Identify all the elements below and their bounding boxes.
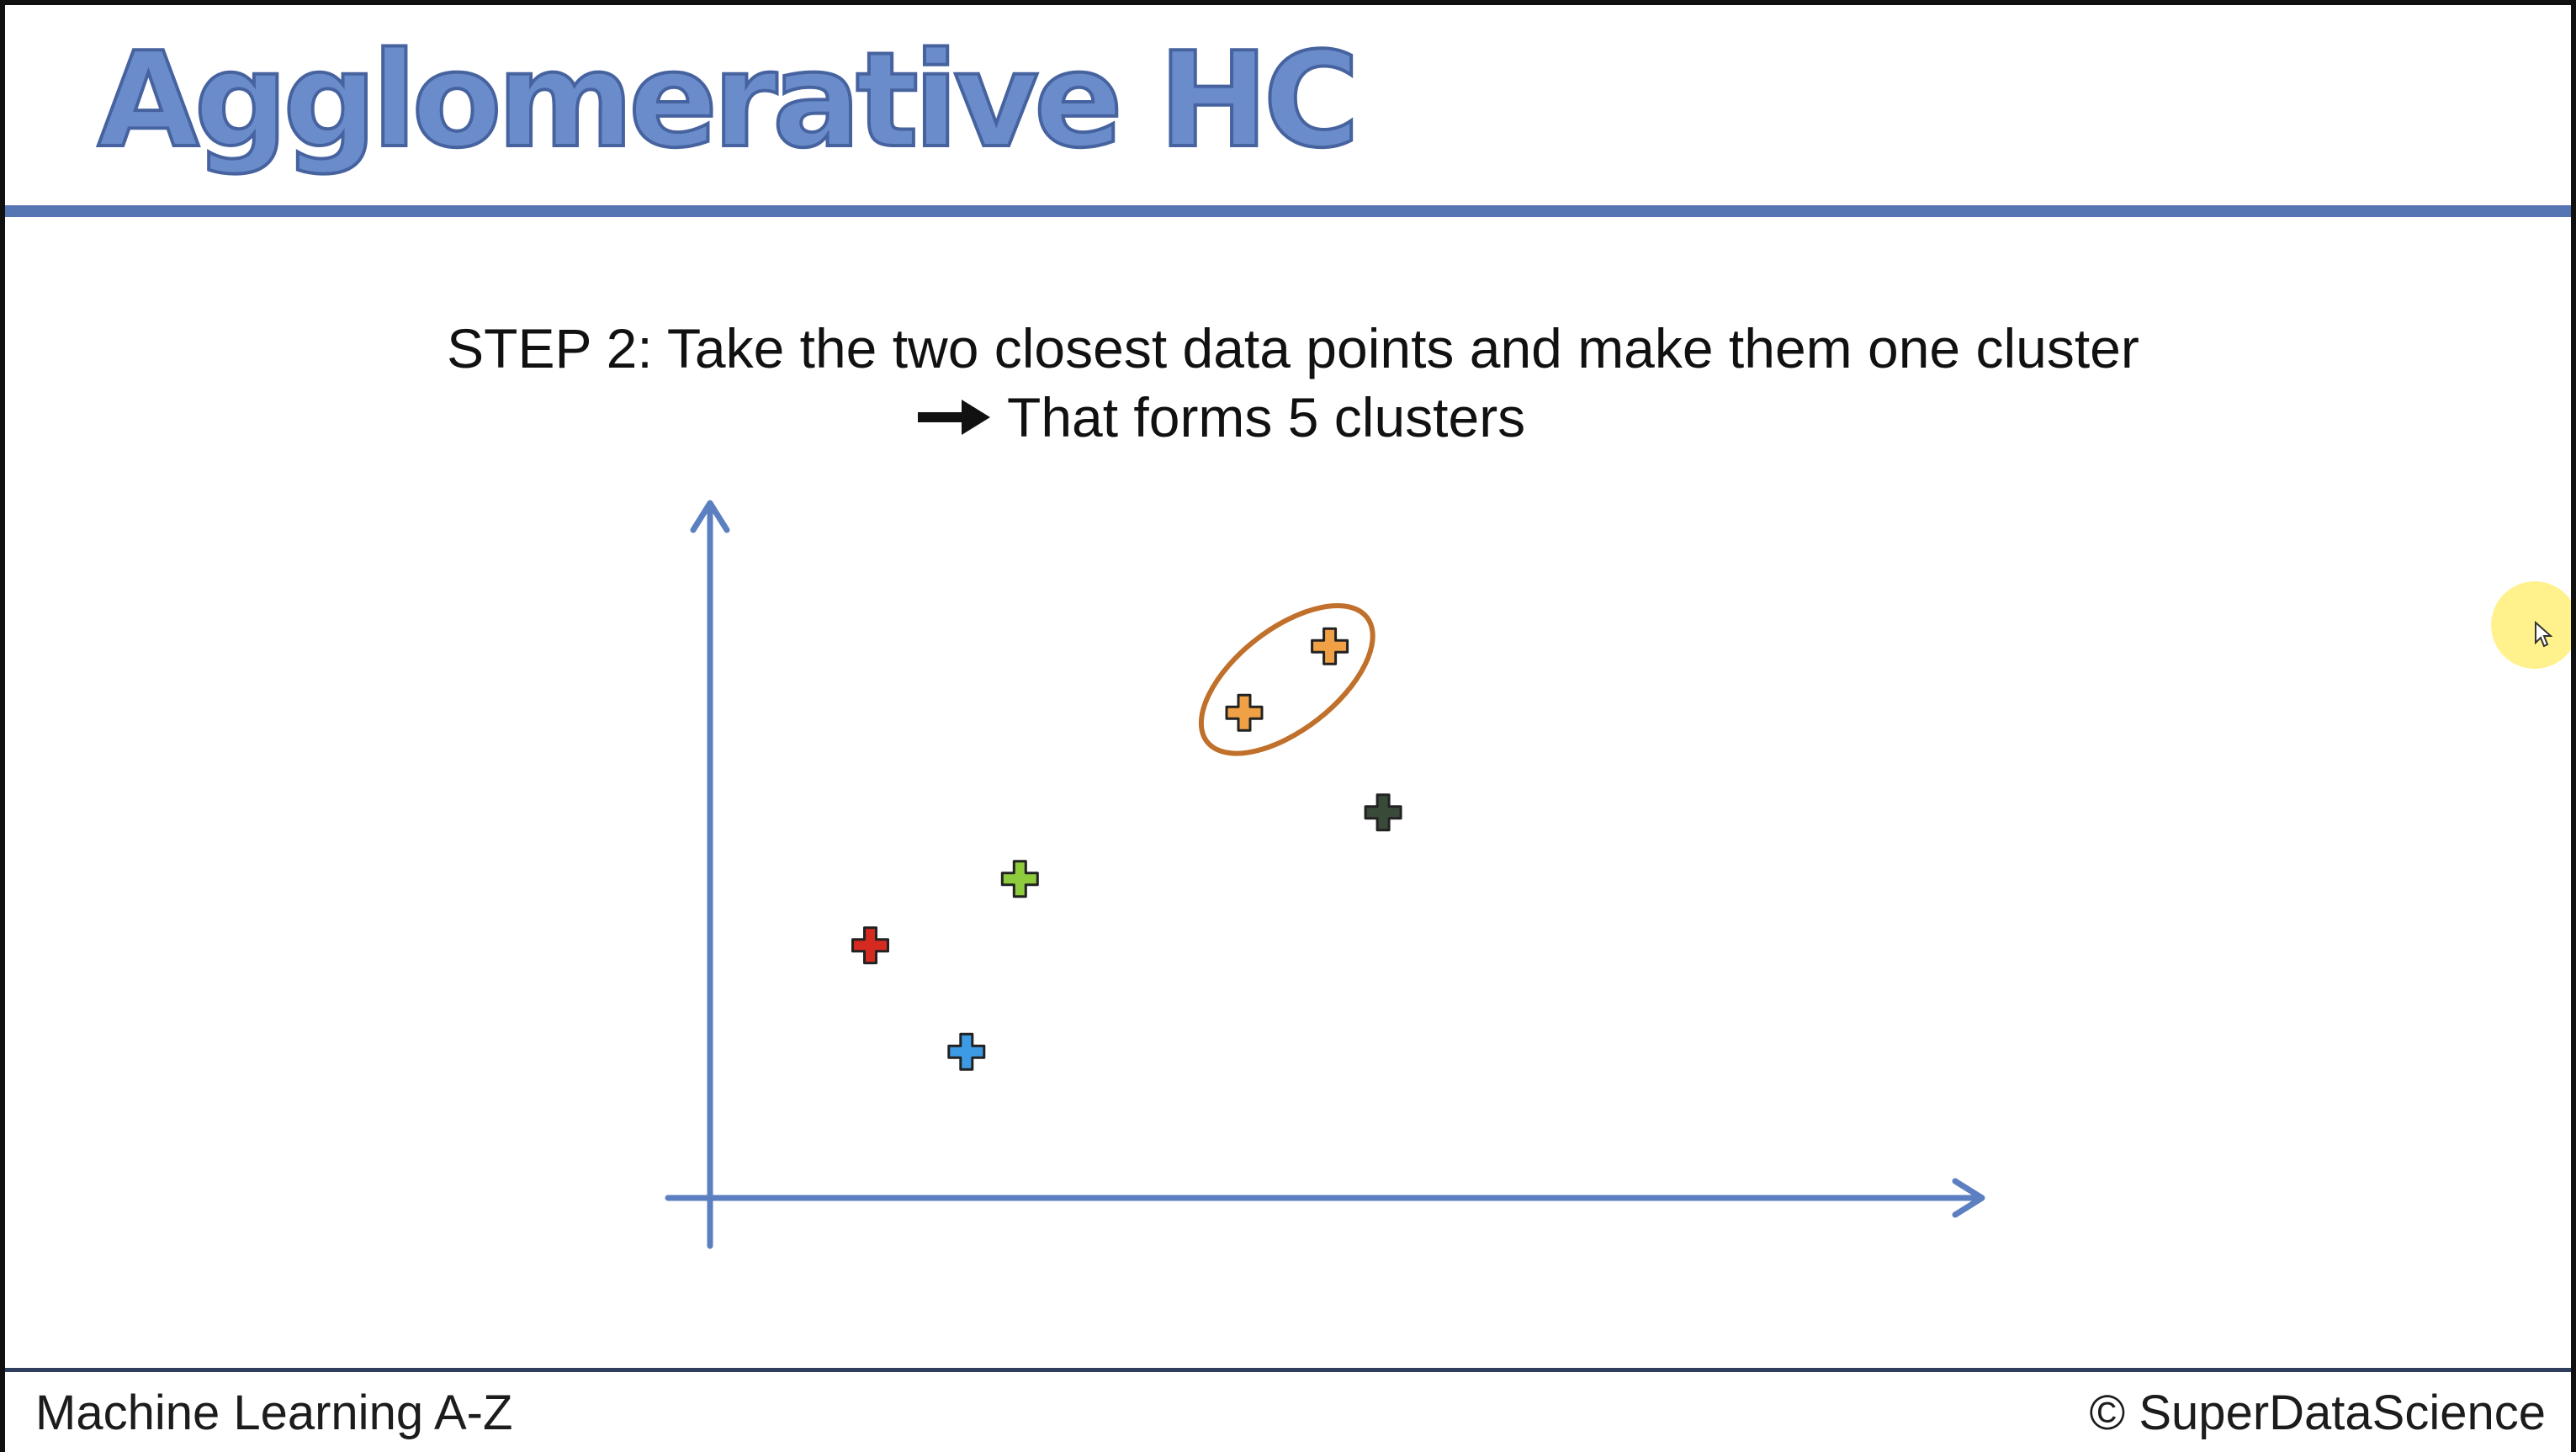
- x-axis-arrowhead: [1952, 1178, 1985, 1218]
- slide-title: Agglomerative HC: [96, 22, 1361, 178]
- mouse-cursor-icon: [2535, 621, 2552, 648]
- data-point: [1364, 793, 1402, 832]
- title-divider: [5, 205, 2571, 217]
- cluster-outlines: [1198, 603, 1375, 756]
- data-point: [851, 926, 889, 965]
- result-line: That forms 5 clusters: [918, 385, 1525, 449]
- data-point: [1000, 860, 1039, 898]
- result-text: That forms 5 clusters: [1007, 386, 1526, 448]
- cursor-highlight: [2491, 581, 2571, 669]
- footer-course-name: Machine Learning A-Z: [35, 1386, 513, 1440]
- data-point: [1225, 693, 1264, 732]
- y-axis-arrowhead: [690, 500, 730, 533]
- footer-copyright: © SuperDataScience: [2089, 1386, 2546, 1440]
- data-point: [947, 1032, 986, 1071]
- data-points: [851, 627, 1402, 1071]
- step-description: STEP 2: Take the two closest data points…: [5, 316, 2571, 380]
- footer-divider: [5, 1368, 2571, 1372]
- scatter-chart: [665, 500, 1985, 1249]
- step-label: STEP 2: [447, 317, 638, 379]
- data-point: [1311, 627, 1349, 665]
- right-arrow-icon: [918, 400, 990, 435]
- cluster-outline: [1198, 603, 1375, 756]
- step-text: : Take the two closest data points and m…: [637, 317, 2139, 379]
- chart-axes: [665, 500, 1985, 1249]
